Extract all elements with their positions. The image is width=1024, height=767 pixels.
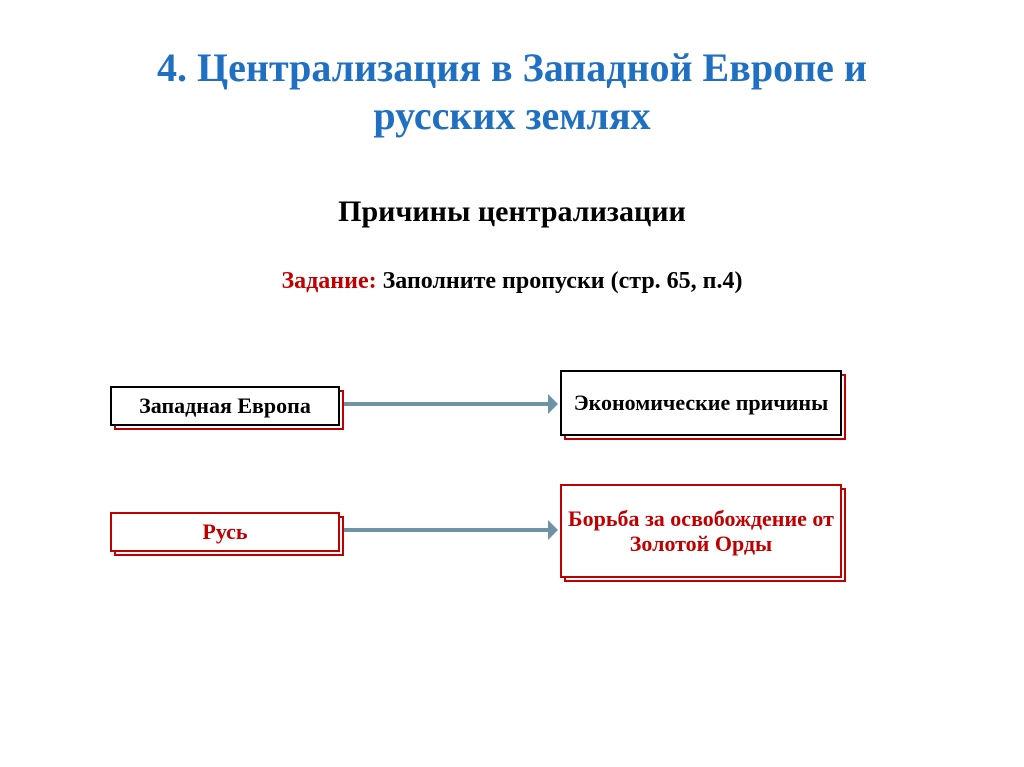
- fight-box: Борьба за освобождение от Золотой Орды: [560, 484, 842, 578]
- slide-title: 4. Централизация в Западной Европе и рус…: [102, 44, 922, 140]
- economic-text: Экономические причины: [574, 390, 829, 415]
- slide: 4. Централизация в Западной Европе и рус…: [0, 0, 1024, 767]
- economic-box: Экономические причины: [560, 370, 842, 436]
- task-line: Задание: Заполните пропуски (стр. 65, п.…: [0, 268, 1024, 295]
- arrow-1-line: [342, 402, 548, 406]
- task-rest: Заполните пропуски (стр. 65, п.4): [377, 268, 743, 294]
- arrow-2-line: [342, 528, 548, 532]
- west-europe-text: Западная Европа: [139, 393, 311, 418]
- west-europe-box: Западная Европа: [110, 386, 340, 426]
- arrow-1-head: [548, 394, 558, 414]
- rus-box: Русь: [110, 512, 340, 552]
- task-label: Задание:: [281, 268, 376, 294]
- fight-text: Борьба за освобождение от Золотой Орды: [568, 506, 834, 557]
- rus-text: Русь: [202, 519, 247, 544]
- arrow-2-head: [548, 520, 558, 540]
- slide-subtitle: Причины централизации: [0, 195, 1024, 229]
